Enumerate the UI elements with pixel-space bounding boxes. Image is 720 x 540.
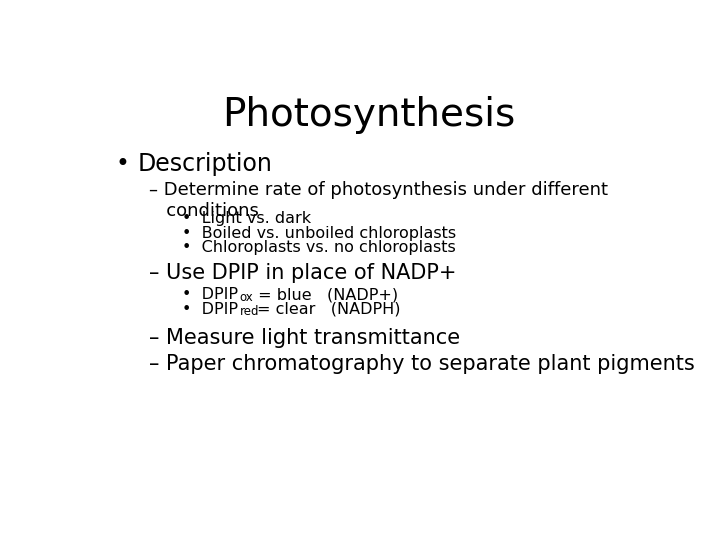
Text: – Determine rate of photosynthesis under different
   conditions: – Determine rate of photosynthesis under… bbox=[148, 181, 608, 220]
Text: •  Light vs. dark: • Light vs. dark bbox=[182, 211, 311, 226]
Text: •: • bbox=[115, 152, 129, 176]
Text: •  Chloroplasts vs. no chloroplasts: • Chloroplasts vs. no chloroplasts bbox=[182, 240, 456, 255]
Text: Photosynthesis: Photosynthesis bbox=[222, 96, 516, 134]
Text: – Measure light transmittance: – Measure light transmittance bbox=[148, 328, 459, 348]
Text: – Paper chromatography to separate plant pigments: – Paper chromatography to separate plant… bbox=[148, 354, 694, 374]
Text: – Use DPIP in place of NADP+: – Use DPIP in place of NADP+ bbox=[148, 263, 456, 283]
Text: = blue   (NADP+): = blue (NADP+) bbox=[253, 287, 399, 302]
Text: •  DPIP: • DPIP bbox=[182, 302, 238, 317]
Text: •  DPIP: • DPIP bbox=[182, 287, 238, 302]
Text: •  Boiled vs. unboiled chloroplasts: • Boiled vs. unboiled chloroplasts bbox=[182, 226, 456, 241]
Text: Description: Description bbox=[138, 152, 272, 176]
Text: ox: ox bbox=[240, 291, 253, 303]
Text: red: red bbox=[240, 305, 259, 318]
Text: = clear   (NADPH): = clear (NADPH) bbox=[258, 302, 401, 317]
